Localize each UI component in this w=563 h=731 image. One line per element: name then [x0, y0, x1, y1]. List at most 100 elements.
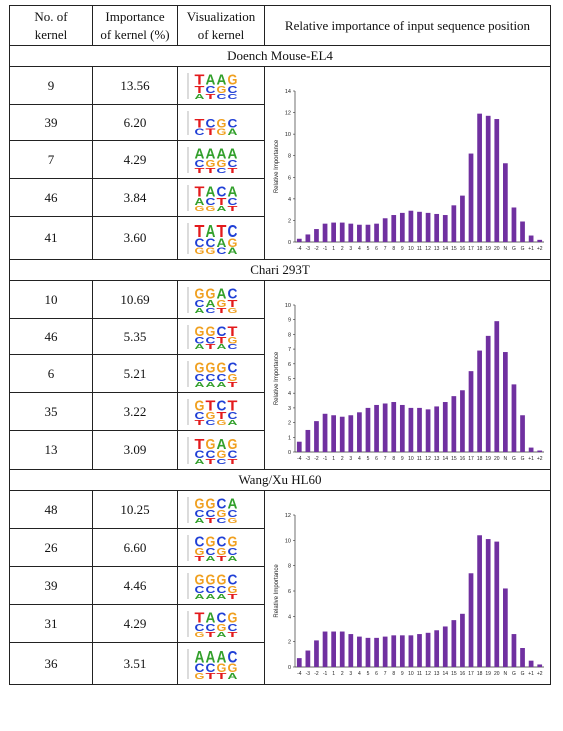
- kernel-importance: 10.25: [92, 490, 178, 529]
- sequence-logo: A A A CC C G GG T T A: [182, 644, 242, 683]
- x-tick-label: 8: [392, 246, 395, 252]
- logo-letter-g: G: [206, 246, 216, 256]
- kernel-row: 26 6.60 C G C G G C G C T A T A: [9, 528, 551, 567]
- bar: [537, 450, 543, 452]
- x-tick-label: 8: [392, 671, 395, 677]
- bar: [339, 416, 345, 452]
- bar: [331, 631, 336, 667]
- bar: [434, 213, 440, 242]
- kernel-number: 6: [9, 354, 93, 393]
- bar: [537, 239, 543, 242]
- logo-letter-a: A: [195, 380, 206, 389]
- bar: [348, 415, 354, 452]
- logo-letter-g: G: [217, 127, 227, 138]
- logo-letter-c: C: [217, 184, 227, 200]
- logo-letter-g: G: [195, 547, 205, 558]
- bar: [460, 195, 465, 242]
- bar: [477, 535, 482, 667]
- logo-letter-a: A: [206, 592, 217, 601]
- kernel-number: 46: [9, 318, 93, 355]
- kernel-importance: 6.20: [92, 104, 178, 141]
- bar: [494, 321, 500, 452]
- x-tick-label: 11: [417, 246, 422, 252]
- logo-letter-a: A: [195, 516, 206, 525]
- bar: [374, 404, 379, 452]
- x-tick-label: +1: [528, 456, 534, 462]
- kernel-row: 31 4.29 T A C G C C G C G T A T: [9, 604, 551, 643]
- logo-letter-c: C: [217, 398, 227, 414]
- x-tick-label: 20: [494, 456, 500, 462]
- y-tick-label: 2: [288, 218, 291, 224]
- x-tick-label: +1: [528, 246, 534, 252]
- y-axis-label: Relative Importance: [274, 139, 280, 193]
- logo-letter-c: C: [195, 299, 206, 310]
- x-tick-label: 10: [408, 671, 414, 677]
- logo-letter-g: G: [217, 547, 227, 558]
- section-title: Chari 293T: [9, 259, 551, 281]
- x-tick-label: 6: [375, 246, 378, 252]
- sequence-logo: T A T CC C A GG G C A: [182, 218, 242, 258]
- y-tick-label: 0: [288, 665, 291, 671]
- bar: [425, 212, 431, 242]
- logo-letter-c: C: [195, 509, 206, 520]
- header-relative-importance: Relative importance of input sequence po…: [264, 5, 551, 46]
- bar: [417, 407, 422, 452]
- logo-letter-g: G: [217, 85, 227, 96]
- bar: [485, 539, 491, 667]
- bar: [477, 350, 482, 452]
- logo-letter-g: G: [217, 118, 227, 130]
- y-tick-label: 4: [288, 391, 291, 397]
- kernel-number: 39: [9, 104, 93, 141]
- logo-letter-a: A: [228, 418, 239, 427]
- kernel-importance: 3.84: [92, 178, 178, 217]
- sequence-logo: T G A GC C G CA T C T: [182, 432, 242, 468]
- logo-letter-g: G: [206, 159, 216, 170]
- y-tick-label: 6: [288, 175, 291, 181]
- x-tick-label: 5: [367, 456, 370, 462]
- logo-letter-g: G: [206, 204, 216, 213]
- logo-letter-t: T: [195, 72, 205, 88]
- logo-letter-c: C: [228, 411, 239, 422]
- x-tick-label: 2: [341, 246, 344, 252]
- bar: [528, 660, 534, 667]
- logo-letter-g: G: [195, 671, 205, 681]
- logo-letter-g: G: [195, 286, 205, 302]
- logo-letter-c: C: [217, 534, 227, 550]
- bar: [374, 223, 379, 242]
- kernel-row: 13 3.09 T G A G C C G C A T C T: [9, 430, 551, 470]
- logo-letter-c: C: [195, 373, 206, 384]
- bar: [374, 637, 379, 667]
- y-tick-label: 4: [288, 197, 291, 203]
- logo-letter-a: A: [217, 592, 228, 601]
- x-tick-label: 4: [358, 246, 361, 252]
- logo-letter-a: A: [206, 72, 216, 88]
- logo-letter-c: C: [217, 373, 228, 384]
- logo-letter-c: C: [195, 159, 206, 170]
- bar: [425, 632, 431, 667]
- x-tick-label: 19: [485, 246, 491, 252]
- x-tick-label: 20: [494, 671, 500, 677]
- logo-letter-c: C: [217, 323, 227, 338]
- logo-letter-a: A: [206, 220, 216, 240]
- relative-importance-chart: 0 2 4 6 8 10 12 Relative Importance -4 -3 -2 -1 1 2 3 4…: [264, 490, 551, 685]
- section-title: Wang/Xu HL60: [9, 469, 551, 491]
- logo-letter-g: G: [217, 572, 227, 588]
- y-tick-label: 7: [288, 347, 291, 353]
- kernel-importance: 5.35: [92, 318, 178, 355]
- logo-letter-c: C: [195, 623, 206, 634]
- sequence-logo: G G C TC C T GA T A C: [182, 320, 242, 353]
- kernel-importance: 3.09: [92, 430, 178, 470]
- bar: [494, 541, 500, 667]
- logo-letter-t: T: [206, 344, 218, 351]
- logo-letter-c: C: [206, 547, 217, 558]
- bar: [494, 119, 500, 242]
- x-tick-label: 5: [367, 671, 370, 677]
- x-tick-label: -4: [297, 671, 302, 677]
- logo-letter-g: G: [217, 159, 227, 170]
- bar: [408, 407, 414, 452]
- kernel-number: 26: [9, 528, 93, 567]
- x-tick-label: 2: [341, 671, 344, 677]
- sequence-logo: T A A GT C G CA T C C: [182, 68, 242, 103]
